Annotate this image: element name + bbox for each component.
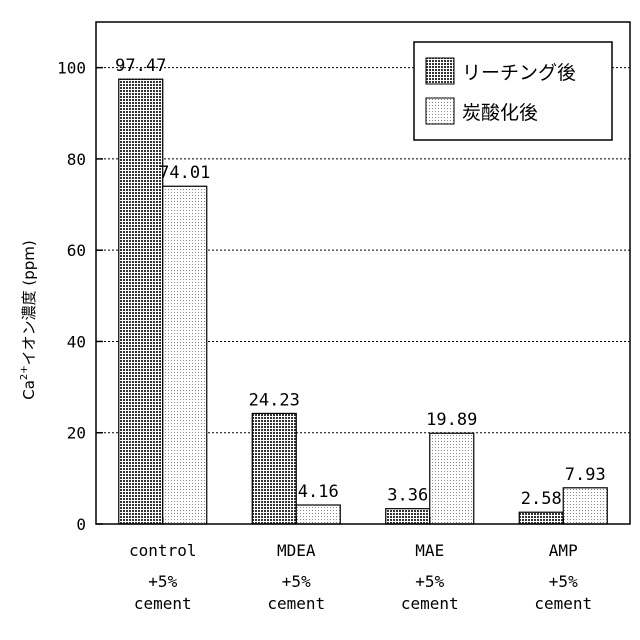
bar-control-series1 — [119, 79, 163, 524]
bar-mdea-series2 — [296, 505, 340, 524]
legend-label-carbonation: 炭酸化後 — [462, 102, 538, 124]
bar-mae-series2 — [430, 433, 474, 524]
x-category-sublabel-control-1: +5% — [148, 572, 177, 591]
legend-swatch-leaching — [426, 58, 454, 84]
y-axis-label-suffix: イオン濃度 (ppm) — [20, 240, 38, 365]
x-category-sublabel-mae-2: cement — [401, 594, 459, 613]
legend: リーチング後 炭酸化後 — [414, 42, 612, 140]
x-category-label-mdea: MDEA — [277, 541, 316, 560]
x-category-label-control: control — [129, 541, 196, 560]
y-tick-label-0: 0 — [76, 515, 86, 534]
y-axis-label-superscript: 2+ — [19, 365, 30, 380]
x-category-sublabel-mae-1: +5% — [415, 572, 444, 591]
y-axis-label-prefix: Ca — [20, 380, 38, 400]
data-label-amp-series1: 2.58 — [521, 489, 562, 509]
data-label-control-series2: 74.01 — [159, 163, 210, 183]
x-category-sublabel-control-2: cement — [134, 594, 192, 613]
legend-swatch-carbonation — [426, 98, 454, 124]
y-tick-label-80: 80 — [67, 150, 86, 169]
bar-amp-series2 — [563, 488, 607, 524]
bar-mdea-series1 — [252, 413, 296, 524]
bar-control-series2 — [163, 186, 207, 524]
bars — [119, 79, 608, 524]
x-category-sublabel-mdea-1: +5% — [282, 572, 311, 591]
y-axis-label: Ca2+イオン濃度 (ppm) — [19, 240, 38, 400]
y-tick-label-20: 20 — [67, 424, 86, 443]
legend-box — [414, 42, 612, 140]
bar-mae-series1 — [386, 509, 430, 524]
legend-label-leaching: リーチング後 — [462, 62, 576, 84]
y-tick-label-100: 100 — [57, 59, 86, 78]
data-label-mdea-series2: 4.16 — [298, 482, 339, 502]
data-label-mae-series1: 3.36 — [387, 486, 428, 506]
x-category-sublabel-amp-2: cement — [534, 594, 592, 613]
bar-amp-series1 — [519, 512, 563, 524]
data-label-amp-series2: 7.93 — [565, 465, 606, 485]
y-tick-label-60: 60 — [67, 241, 86, 260]
x-category-sublabel-mdea-2: cement — [267, 594, 325, 613]
x-category-label-mae: MAE — [415, 541, 444, 560]
data-label-control-series1: 97.47 — [115, 56, 166, 76]
x-category-sublabel-amp-1: +5% — [549, 572, 578, 591]
data-label-mdea-series1: 24.23 — [249, 390, 300, 410]
y-tick-label-40: 40 — [67, 332, 86, 351]
data-label-mae-series2: 19.89 — [426, 410, 477, 430]
x-category-label-amp: AMP — [549, 541, 578, 560]
